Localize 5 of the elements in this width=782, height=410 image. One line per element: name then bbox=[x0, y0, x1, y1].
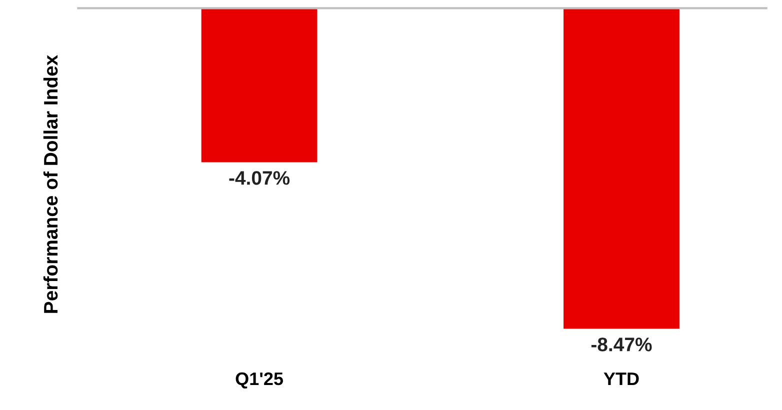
x-tick-label: YTD bbox=[604, 372, 639, 385]
data-label: -8.47% bbox=[591, 338, 652, 352]
data-label: -4.07% bbox=[229, 171, 290, 185]
y-axis-title: Performance of Dollar Index bbox=[43, 54, 58, 313]
x-tick-label: Q1'25 bbox=[236, 372, 284, 389]
